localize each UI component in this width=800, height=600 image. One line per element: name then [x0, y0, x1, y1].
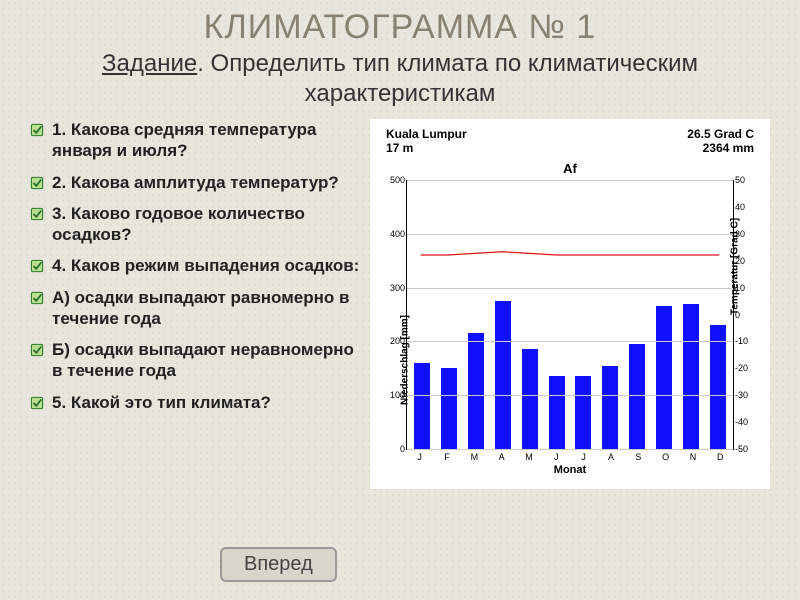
- question-item: 1. Какова средняя температура января и и…: [30, 119, 360, 162]
- y-tick-right: -50: [733, 444, 748, 454]
- y-tick-right: 30: [733, 229, 745, 239]
- task-word: Задание: [102, 50, 197, 77]
- precip-bar: [468, 333, 484, 449]
- y-tick-right: -20: [733, 363, 748, 373]
- y-tick-right: 40: [733, 202, 745, 212]
- x-tick: M: [466, 452, 482, 462]
- question-text: 2. Какова амплитуда температур?: [52, 172, 339, 193]
- page-title: КЛИМАТОГРАММА № 1: [30, 8, 770, 47]
- precip-bar: [575, 376, 591, 449]
- y-tick-right: -10: [733, 336, 748, 346]
- chart-mean-temp: 26.5 Grad C: [687, 127, 754, 141]
- x-label: Monat: [376, 464, 764, 476]
- chart-precip-sum: 2364 mm: [687, 141, 754, 155]
- check-bullet-icon: [30, 122, 44, 136]
- check-bullet-icon: [30, 290, 44, 304]
- check-bullet-icon: [30, 258, 44, 272]
- forward-button[interactable]: Вперед: [220, 547, 337, 582]
- question-item: А) осадки выпадают равномерно в течение …: [30, 287, 360, 330]
- y-tick-right: 20: [733, 256, 745, 266]
- x-tick: N: [685, 452, 701, 462]
- y-tick-right: 50: [733, 175, 745, 185]
- climate-code: Af: [376, 161, 764, 176]
- chart-elevation: 17 m: [386, 141, 467, 155]
- question-text: 4. Каков режим выпадения осадков:: [52, 255, 359, 276]
- x-tick: M: [521, 452, 537, 462]
- question-text: 3. Каково годовое количество осадков?: [52, 203, 360, 246]
- x-tick: J: [412, 452, 428, 462]
- check-bullet-icon: [30, 342, 44, 356]
- questions-list: 1. Какова средняя температура января и и…: [30, 119, 360, 489]
- y-tick-right: -40: [733, 417, 748, 427]
- precip-bar: [495, 301, 511, 449]
- question-item: 2. Какова амплитуда температур?: [30, 172, 360, 193]
- precip-bar: [683, 304, 699, 449]
- chart-plot: Niederschlag [mm] Temperatur [Grad C] 50…: [406, 180, 734, 450]
- question-item: 4. Каков режим выпадения осадков:: [30, 255, 360, 276]
- x-tick: A: [603, 452, 619, 462]
- check-bullet-icon: [30, 395, 44, 409]
- x-tick: F: [439, 452, 455, 462]
- x-tick: J: [576, 452, 592, 462]
- question-text: Б) осадки выпадают неравномерно в течени…: [52, 339, 360, 382]
- x-tick: O: [658, 452, 674, 462]
- question-text: А) осадки выпадают равномерно в течение …: [52, 287, 360, 330]
- precip-bar: [629, 344, 645, 449]
- precip-bar: [414, 363, 430, 449]
- x-tick: J: [548, 452, 564, 462]
- x-ticks: JFMAMJJASOND: [406, 452, 734, 462]
- subtitle: Задание. Определить тип климата по клима…: [30, 49, 770, 109]
- question-text: 1. Какова средняя температура января и и…: [52, 119, 360, 162]
- y-tick-left: 400: [390, 229, 407, 239]
- precip-bar: [522, 349, 538, 449]
- y-tick-left: 0: [400, 444, 407, 454]
- y-tick-right: 10: [733, 283, 745, 293]
- question-item: 5. Какой это тип климата?: [30, 392, 360, 413]
- precip-bar: [656, 306, 672, 449]
- question-text: 5. Какой это тип климата?: [52, 392, 271, 413]
- y-tick-left: 500: [390, 175, 407, 185]
- precip-bar: [549, 376, 565, 449]
- y-tick-right: 0: [733, 310, 740, 320]
- question-item: Б) осадки выпадают неравномерно в течени…: [30, 339, 360, 382]
- x-tick: S: [630, 452, 646, 462]
- question-item: 3. Каково годовое количество осадков?: [30, 203, 360, 246]
- precip-bar: [710, 325, 726, 449]
- y-tick-left: 200: [390, 336, 407, 346]
- climatogram-chart: Kuala Lumpur 17 m 26.5 Grad C 2364 mm Af…: [370, 119, 770, 489]
- y-tick-right: -30: [733, 390, 748, 400]
- check-bullet-icon: [30, 206, 44, 220]
- y-tick-left: 100: [390, 390, 407, 400]
- check-bullet-icon: [30, 175, 44, 189]
- bars-container: [407, 180, 733, 449]
- x-tick: A: [494, 452, 510, 462]
- x-tick: D: [712, 452, 728, 462]
- subtitle-rest: . Определить тип климата по климатически…: [197, 50, 698, 107]
- precip-bar: [602, 366, 618, 449]
- chart-location: Kuala Lumpur: [386, 127, 467, 141]
- y-tick-left: 300: [390, 283, 407, 293]
- precip-bar: [441, 368, 457, 449]
